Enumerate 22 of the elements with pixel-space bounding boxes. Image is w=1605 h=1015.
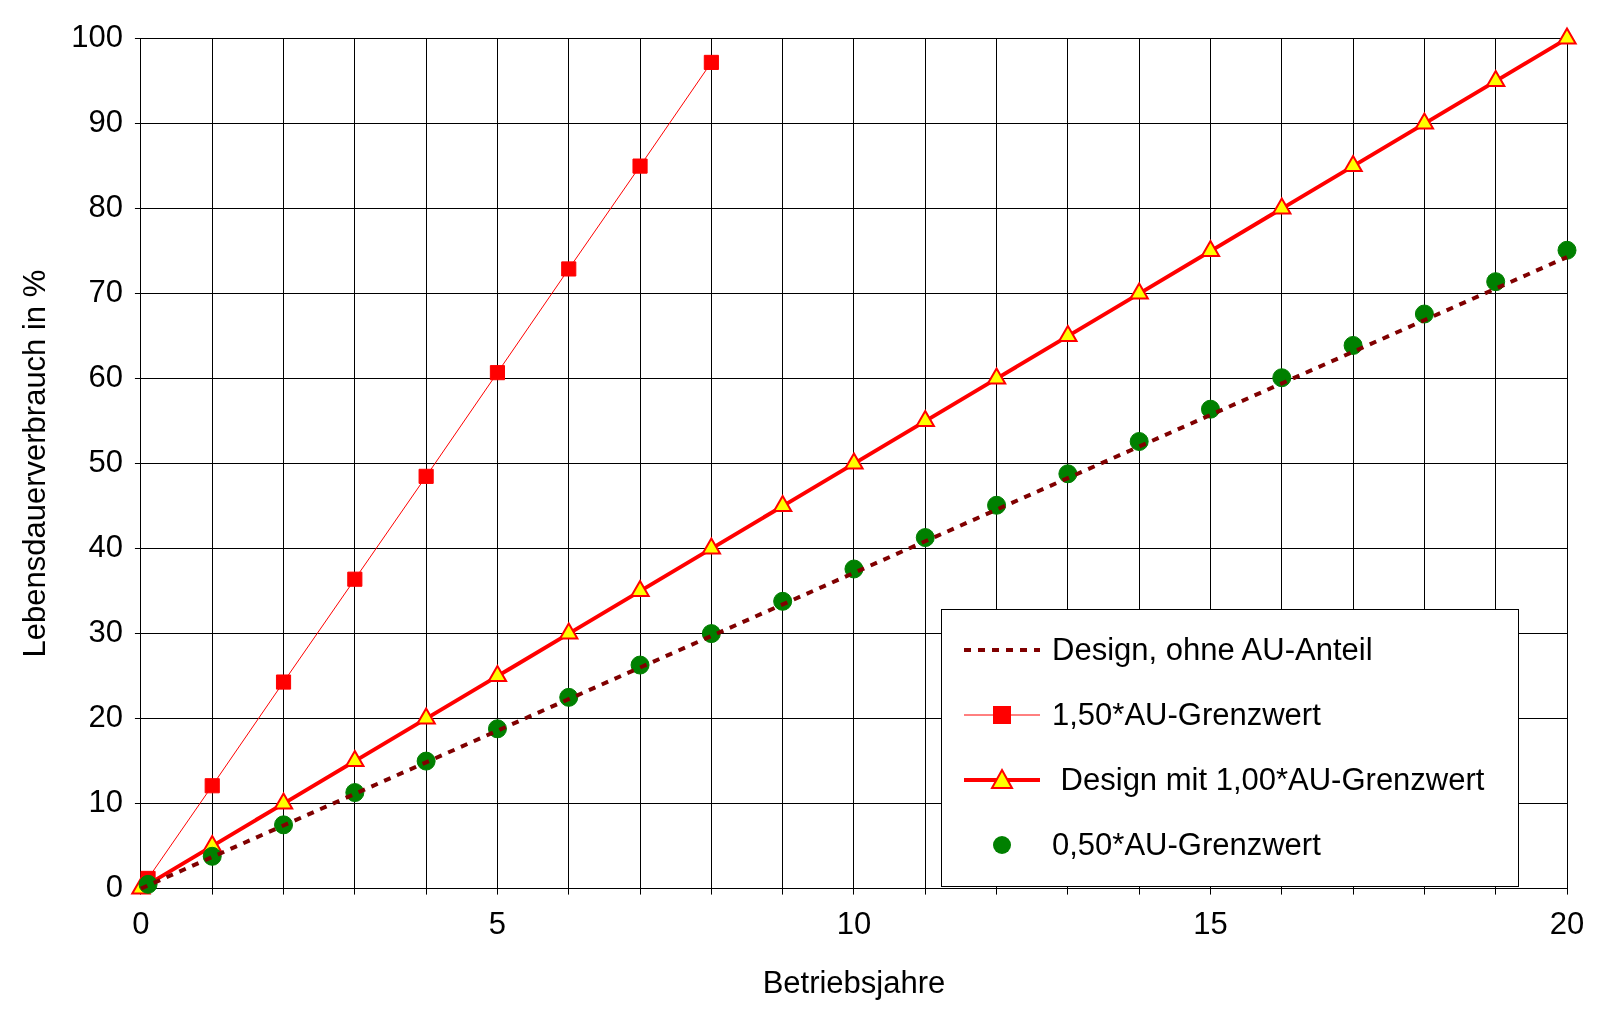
y-tick-label: 70 — [88, 274, 123, 310]
y-tick-label: 30 — [88, 614, 123, 650]
x-tick-label: 15 — [1193, 905, 1228, 941]
y-axis-title: Lebensdauerverbrauch in % — [17, 269, 53, 658]
legend-label: Design, ohne AU-Anteil — [1052, 632, 1373, 669]
y-tick-label: 50 — [88, 444, 123, 480]
legend-label: 1,50*AU-Grenzwert — [1052, 697, 1321, 734]
x-axis-title: Betriebsjahre — [762, 964, 946, 1000]
x-tick-label: 20 — [1549, 905, 1585, 941]
y-tick-label: 60 — [88, 359, 123, 395]
x-tick-label: 0 — [132, 905, 150, 941]
x-tick-label: 10 — [836, 905, 872, 941]
y-tick-label: 80 — [88, 189, 123, 225]
y-tick-label: 0 — [105, 869, 123, 905]
legend-label: 0,50*AU-Grenzwert — [1052, 827, 1321, 864]
y-tick-label: 90 — [88, 104, 123, 140]
legend-label: Design mit 1,00*AU-Grenzwert — [1059, 762, 1485, 799]
x-tick-label: 5 — [488, 905, 507, 941]
y-tick-label: 10 — [88, 784, 123, 820]
y-tick-label: 20 — [88, 699, 123, 735]
y-tick-label: 40 — [88, 529, 123, 565]
y-tick-label: 100 — [71, 19, 123, 55]
